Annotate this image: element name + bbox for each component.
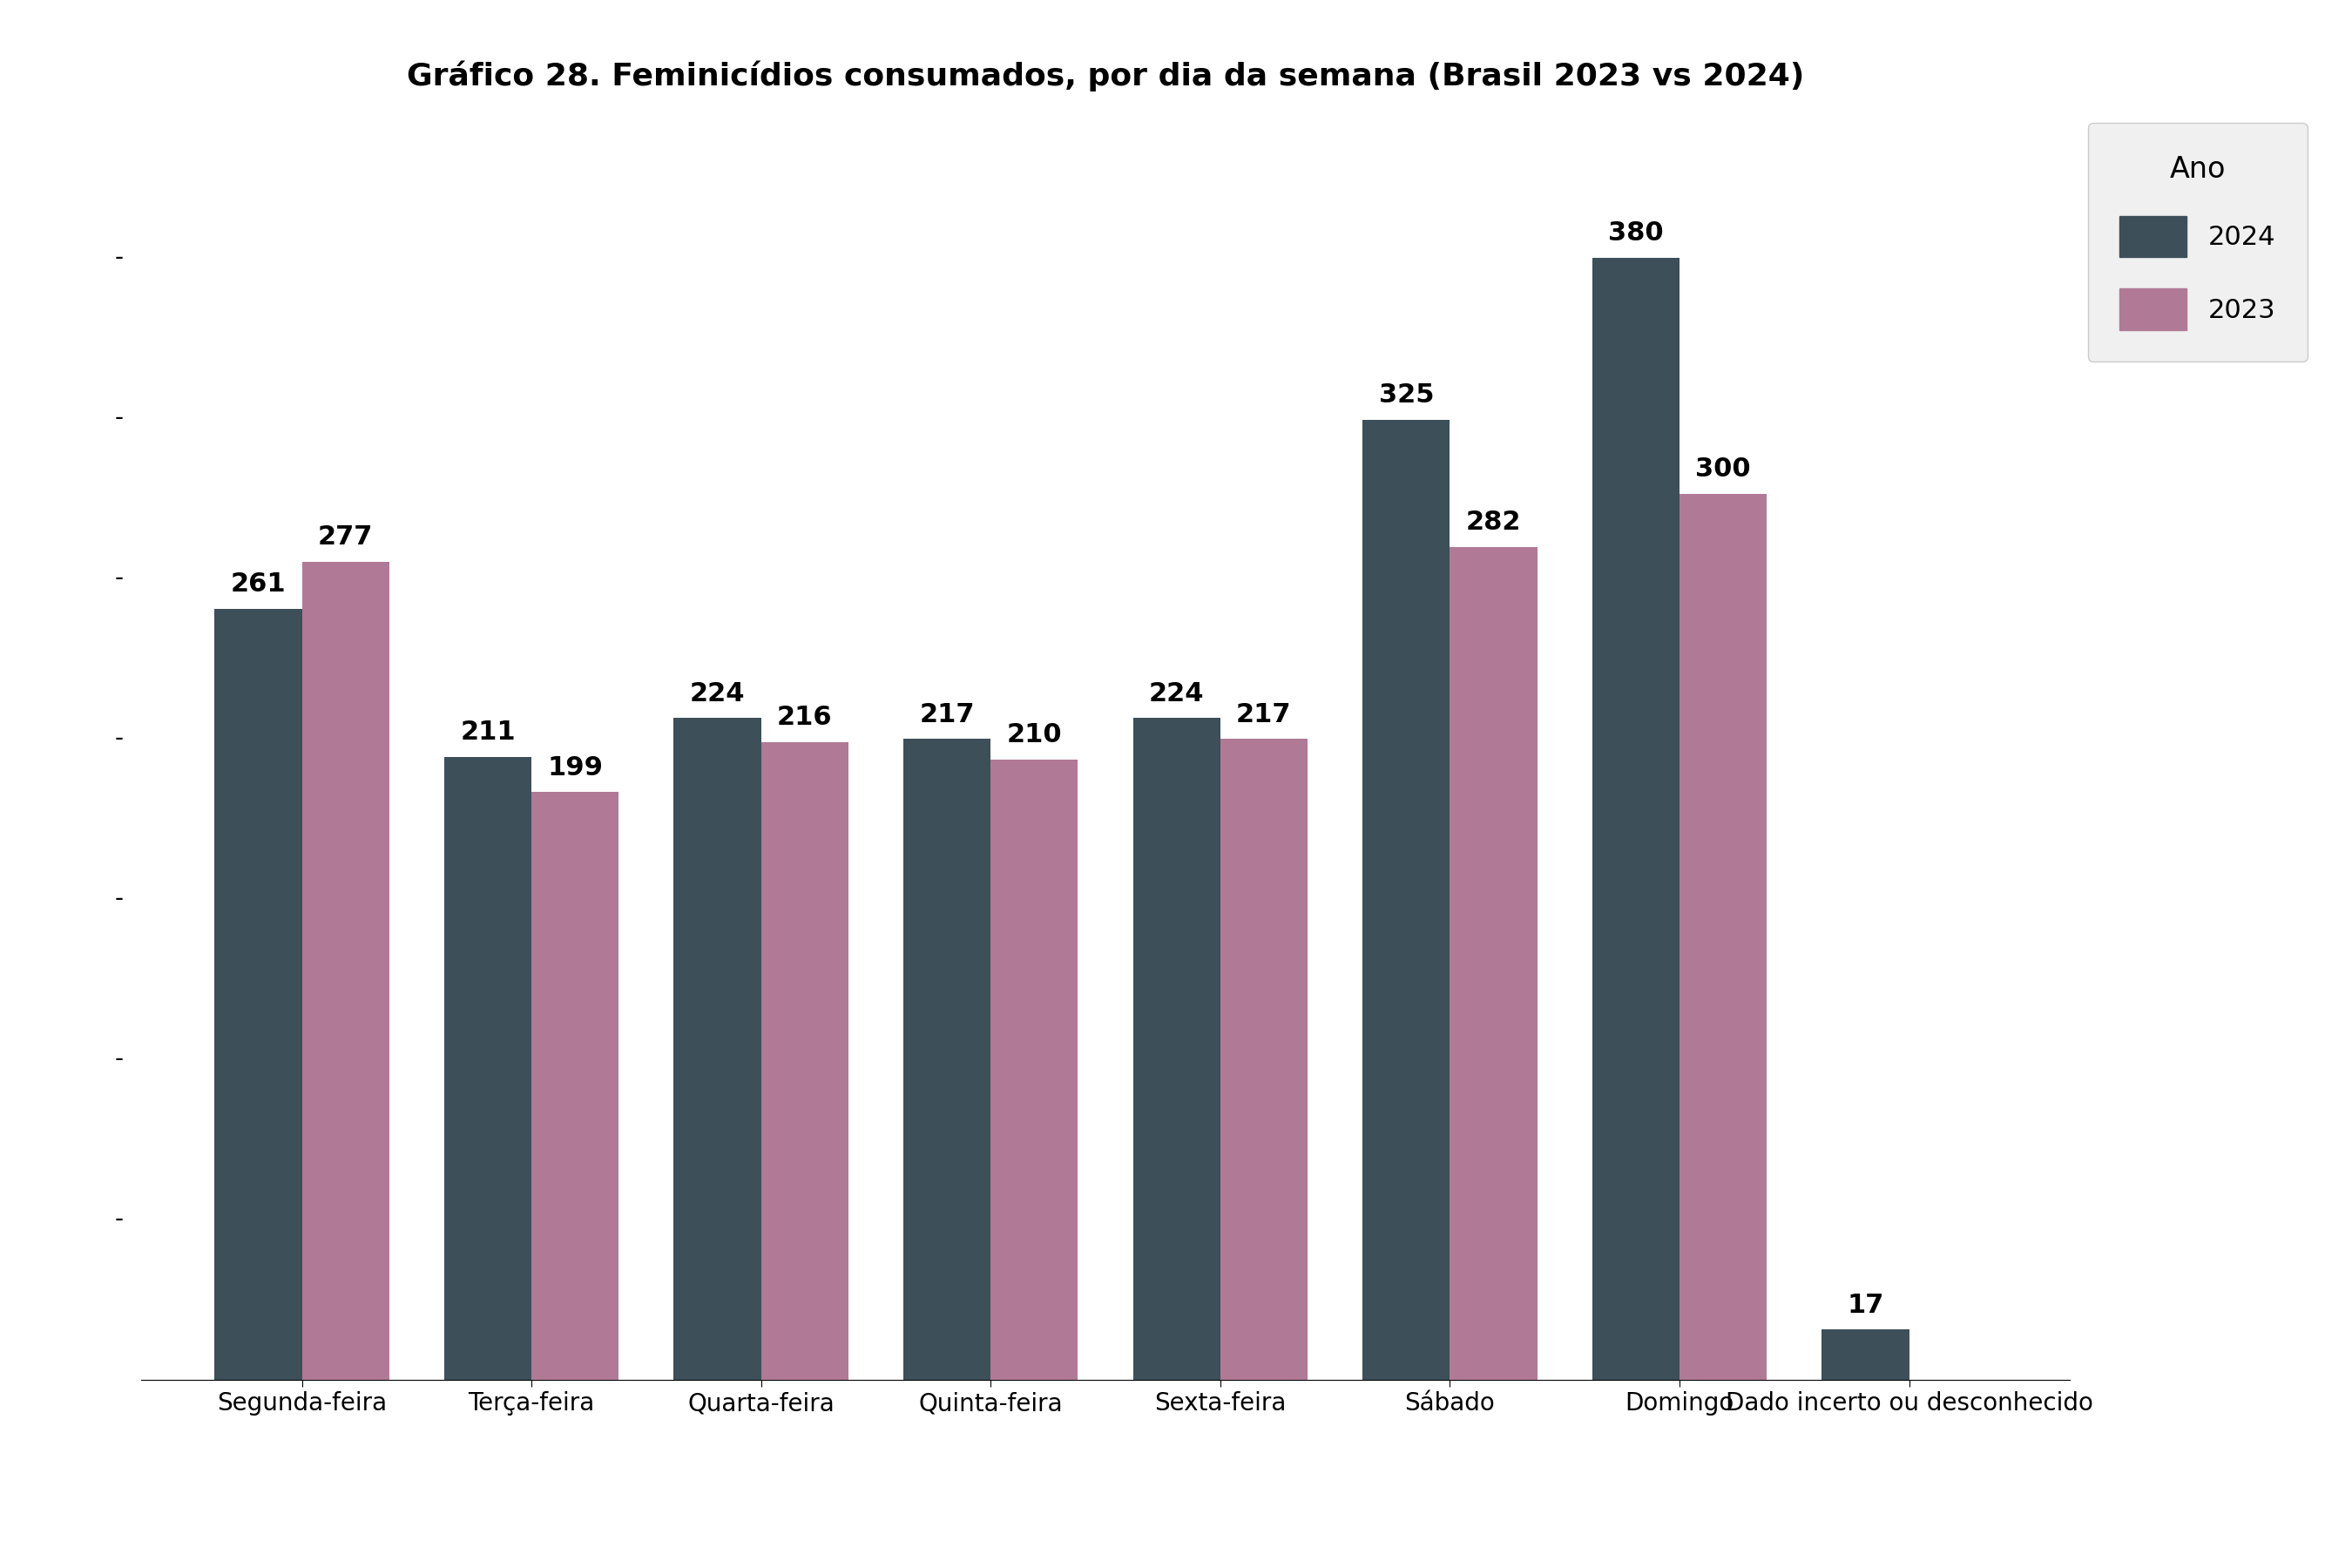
Text: -: - <box>115 406 125 430</box>
Text: 300: 300 <box>1696 456 1750 481</box>
Text: 199: 199 <box>548 754 602 781</box>
Legend: 2024, 2023: 2024, 2023 <box>2089 122 2307 362</box>
Text: 325: 325 <box>1378 383 1435 408</box>
Bar <box>1679 494 1766 1380</box>
Text: -: - <box>115 566 125 590</box>
Bar <box>990 759 1077 1380</box>
Text: 217: 217 <box>920 702 974 728</box>
Text: 282: 282 <box>1465 510 1522 535</box>
Text: -: - <box>115 726 125 751</box>
Text: 210: 210 <box>1007 723 1063 748</box>
Text: -: - <box>115 245 125 270</box>
Bar <box>1592 257 1679 1380</box>
Bar <box>1362 420 1449 1380</box>
Bar <box>301 561 388 1380</box>
Bar <box>1221 739 1308 1380</box>
Bar <box>673 718 762 1380</box>
Bar <box>903 739 990 1380</box>
Text: 216: 216 <box>776 704 833 731</box>
Bar <box>1134 718 1221 1380</box>
Text: 17: 17 <box>1846 1292 1884 1317</box>
Text: -: - <box>115 886 125 911</box>
Text: 261: 261 <box>230 572 287 597</box>
Bar <box>1823 1330 1910 1380</box>
Bar <box>214 608 301 1380</box>
Text: 224: 224 <box>689 681 746 707</box>
Bar <box>532 792 619 1380</box>
Bar <box>1449 547 1538 1380</box>
Bar <box>762 742 849 1380</box>
Text: 224: 224 <box>1150 681 1204 707</box>
Title: Gráfico 28. Feminicídios consumados, por dia da semana (Brasil 2023 vs 2024): Gráfico 28. Feminicídios consumados, por… <box>407 61 1804 91</box>
Text: -: - <box>115 1047 125 1071</box>
Text: 380: 380 <box>1609 221 1663 246</box>
Text: 277: 277 <box>318 525 374 550</box>
Text: 211: 211 <box>461 720 515 745</box>
Text: 217: 217 <box>1237 702 1291 728</box>
Text: -: - <box>115 1207 125 1232</box>
Bar <box>445 757 532 1380</box>
